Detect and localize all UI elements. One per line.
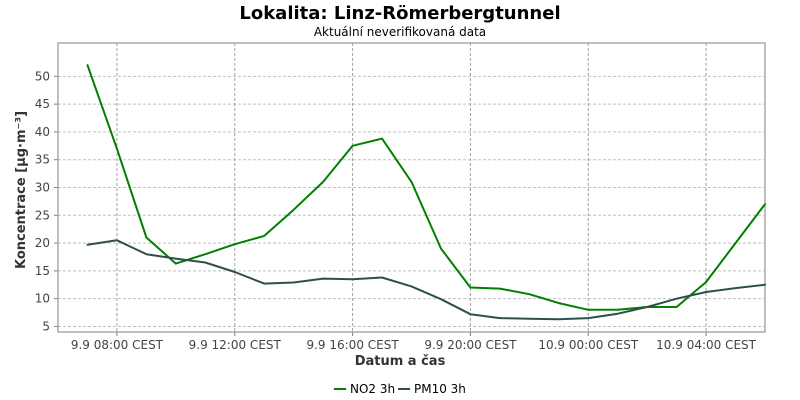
y-tick-label: 50	[35, 69, 50, 83]
y-tick-label: 35	[35, 153, 50, 167]
x-tick-label: 9.9 16:00 CEST	[306, 338, 399, 352]
y-axis-label: Koncentrace [µg·m⁻³]	[14, 111, 29, 269]
y-tick-label: 5	[42, 319, 50, 333]
grid-x	[116, 43, 707, 332]
grid-y	[58, 75, 765, 327]
x-tick-label: 9.9 08:00 CEST	[71, 338, 164, 352]
chart-title: Lokalita: Linz-Römerbergtunnel	[239, 3, 560, 24]
x-tick-label: 9.9 20:00 CEST	[424, 338, 517, 352]
y-tick-label: 15	[35, 264, 50, 278]
y-tick-label: 40	[35, 125, 50, 139]
x-tick-label: 10.9 00:00 CEST	[538, 338, 639, 352]
y-tick-label: 30	[35, 181, 50, 195]
chart-subtitle: Aktuální neverifikovaná data	[314, 25, 486, 39]
y-ticks: 5 10 15 20 25 30 35 40 45 50	[35, 69, 58, 333]
series-line-no2	[86, 64, 766, 311]
y-tick-label: 45	[35, 97, 50, 111]
y-tick-label: 25	[35, 208, 50, 222]
legend: NO2 3h PM10 3h	[334, 382, 466, 396]
series-line-pm10	[86, 239, 766, 321]
series-lines	[86, 64, 766, 321]
legend-label-no2: NO2 3h	[350, 382, 395, 396]
x-tick-label: 10.9 04:00 CEST	[656, 338, 757, 352]
x-ticks: 9.9 08:00 CEST 9.9 12:00 CEST 9.9 16:00 CE…	[71, 332, 757, 352]
legend-label-pm10: PM10 3h	[414, 382, 466, 396]
x-axis-label: Datum a čas	[355, 354, 446, 369]
plot-area	[57, 42, 766, 333]
y-tick-label: 20	[35, 236, 50, 250]
y-tick-label: 10	[35, 292, 50, 306]
x-tick-label: 9.9 12:00 CEST	[189, 338, 282, 352]
